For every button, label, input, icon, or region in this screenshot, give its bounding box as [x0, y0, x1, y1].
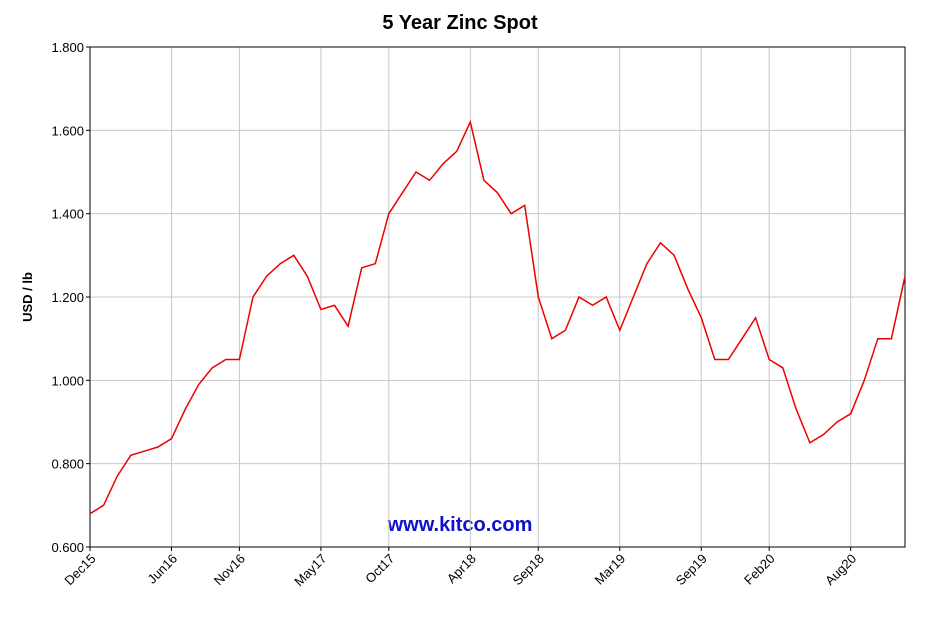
x-tick-label: Aug20 — [822, 551, 859, 588]
x-tick-label: Dec15 — [61, 551, 98, 588]
y-tick-label: 1.000 — [51, 373, 84, 388]
x-tick-label: Nov16 — [211, 551, 248, 588]
y-tick-label: 1.600 — [51, 123, 84, 138]
x-tick-label: Sep18 — [510, 551, 547, 588]
chart-title: 5 Year Zinc Spot — [382, 12, 538, 34]
x-tick-label: May17 — [291, 551, 329, 589]
x-tick-label: Oct17 — [362, 551, 397, 586]
x-tick-label: Sep19 — [673, 551, 710, 588]
plot-frame — [89, 46, 906, 548]
y-axis-label: USD / lb — [20, 272, 35, 322]
x-tick-label: Feb20 — [741, 551, 778, 588]
y-tick-label: 0.600 — [51, 540, 84, 555]
y-tick-label: 0.800 — [51, 457, 84, 472]
watermark: www.kitco.com — [387, 514, 533, 536]
y-tick-label: 1.800 — [51, 40, 84, 55]
x-tick-label: Jun16 — [144, 551, 180, 587]
y-tick-label: 1.400 — [51, 207, 84, 222]
x-tick-label: Apr18 — [444, 551, 479, 586]
x-tick-label: Mar19 — [592, 551, 629, 588]
y-tick-label: 1.200 — [51, 290, 84, 305]
price-line — [89, 119, 906, 515]
